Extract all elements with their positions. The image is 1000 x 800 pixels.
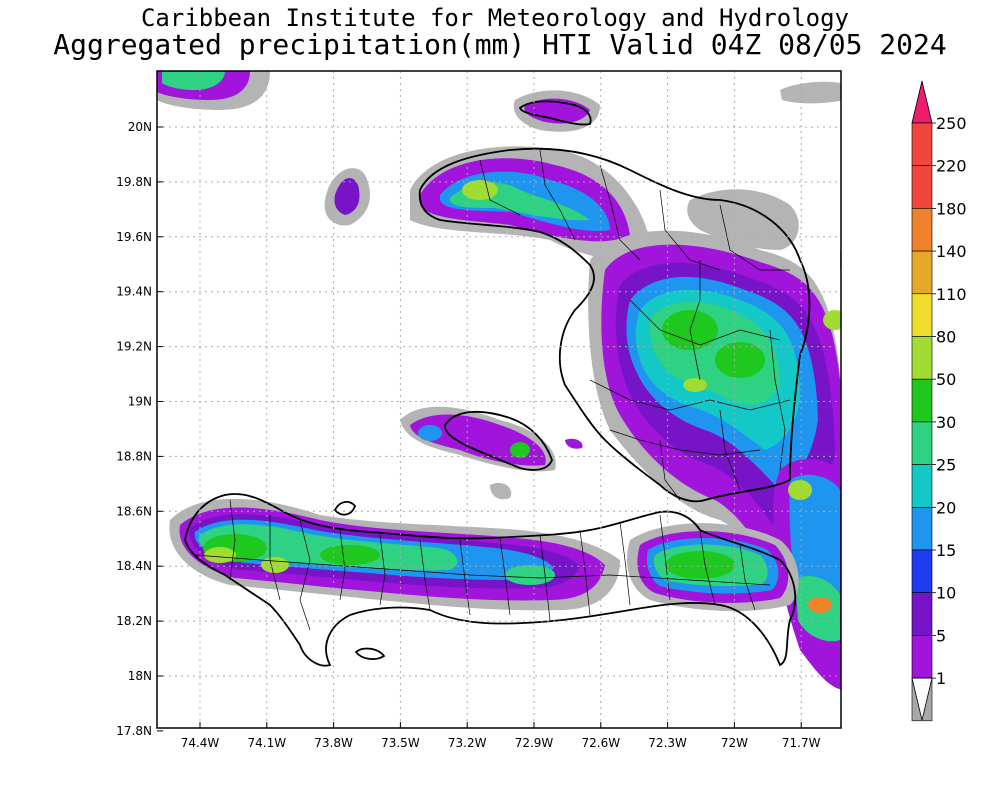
precipitation-layer <box>157 71 841 690</box>
lat-tick-label: 18N <box>128 669 152 683</box>
lon-tick-label: 73.2W <box>448 736 487 750</box>
lat-tick-label: 18.4N <box>116 559 152 573</box>
colorbar-swatch <box>911 549 933 594</box>
precip-area-grey <box>780 81 841 104</box>
colorbar-label: 250 <box>936 114 967 133</box>
colorbar-label: 50 <box>936 370 956 389</box>
lon-tick-label: 74.1W <box>248 736 287 750</box>
lon-tick-label: 72W <box>721 736 748 750</box>
lat-tick-label: 19.8N <box>116 175 152 189</box>
precip-area-green <box>665 551 735 579</box>
colorbar-swatch <box>911 122 933 167</box>
lat-tick-label: 19N <box>128 395 152 409</box>
colorbar-label: 1 <box>936 669 946 688</box>
map-frame <box>156 70 842 729</box>
colorbar-swatch <box>911 464 933 508</box>
grid-lines <box>157 71 841 728</box>
admin-boundaries <box>194 149 791 631</box>
lon-tick-label: 73.5W <box>381 736 420 750</box>
colorbar-label: 110 <box>936 285 967 304</box>
precip-area-green <box>505 565 555 585</box>
colorbar-swatch <box>911 165 933 209</box>
lon-tick-label: 72.6W <box>582 736 621 750</box>
precip-area-lime <box>683 378 707 392</box>
lon-tick-label: 72.9W <box>515 736 554 750</box>
lat-tick-label: 17.8N <box>116 724 152 738</box>
colorbar-top-arrow <box>911 80 933 124</box>
colorbar-swatch <box>911 293 933 337</box>
precip-area-lime <box>823 310 841 330</box>
colorbar-swatch <box>911 378 933 423</box>
lon-tick-label: 74.4W <box>181 736 220 750</box>
colorbar-swatch <box>911 250 933 295</box>
coastline-southern-peninsula <box>184 493 797 667</box>
lon-tick-label: 73.8W <box>314 736 353 750</box>
colorbar-swatch <box>911 336 933 380</box>
colorbar-swatch <box>911 421 933 465</box>
precip-area-blue <box>418 425 442 441</box>
lat-tick-label: 18.6N <box>116 504 152 518</box>
longitude-axis: 74.4W 74.1W 73.8W 73.5W 73.2W 72.9W 72.6W 72.3W… <box>181 722 821 750</box>
colorbar-label: 20 <box>936 498 956 517</box>
coastline-cayemites <box>333 501 357 516</box>
colorbar-label: 140 <box>936 242 967 261</box>
lat-tick-label: 19.2N <box>116 340 152 354</box>
colorbar-swatch <box>911 208 933 252</box>
precip-area-lime <box>261 557 289 573</box>
lat-tick-label: 19.6N <box>116 230 152 244</box>
precip-area-teal <box>198 524 458 571</box>
colorbar-legend: 250 220 180 140 110 80 50 30 25 20 15 10 5 1 <box>911 80 967 722</box>
lat-tick-label: 20N <box>128 120 152 134</box>
lon-tick-label: 71.7W <box>782 736 821 750</box>
colorbar-bottom-arrow <box>911 677 933 721</box>
colorbar-swatch <box>911 592 933 636</box>
precip-area-green <box>715 342 765 378</box>
coastline-tortuga <box>518 100 592 126</box>
colorbar-label: 180 <box>936 199 967 218</box>
coastline-vache <box>354 647 386 660</box>
colorbar-label: 10 <box>936 584 956 603</box>
coastline-hispaniola <box>418 147 811 503</box>
colorbar-label: 5 <box>936 626 946 645</box>
colorbar-label: 15 <box>936 541 956 560</box>
precip-area-purple <box>334 177 360 215</box>
lat-tick-label: 19.4N <box>116 285 152 299</box>
precip-area-green <box>510 442 530 458</box>
colorbar-label: 220 <box>936 157 967 176</box>
colorbar-label: 80 <box>936 328 956 347</box>
colorbar-swatch <box>911 635 933 679</box>
latitude-axis: 20N 19.8N 19.6N 19.4N 19.2N 19N 18.8N 18.6N 18.4… <box>116 120 163 738</box>
chart-title-institute: Caribbean Institute for Meteorology and … <box>140 4 849 32</box>
colorbar-label: 30 <box>936 413 956 432</box>
lat-tick-label: 18.8N <box>116 449 152 463</box>
precip-area-orange <box>808 597 832 613</box>
lon-tick-label: 72.3W <box>648 736 687 750</box>
colorbar-label: 25 <box>936 456 956 475</box>
precip-area-green <box>320 545 380 565</box>
precip-area-grey <box>565 438 583 449</box>
precip-area-teal <box>162 71 225 90</box>
coastline-layer <box>184 100 811 667</box>
precip-area-lime <box>204 547 236 563</box>
coastline-gonave <box>444 410 553 471</box>
chart-title-product: Aggregated precipitation(mm) HTI Valid 0… <box>53 28 947 61</box>
colorbar-swatch <box>911 506 933 551</box>
precip-area-grey <box>490 482 512 500</box>
lat-tick-label: 18.2N <box>116 614 152 628</box>
precip-area-grey <box>687 189 799 250</box>
precip-area-lime <box>788 480 812 500</box>
